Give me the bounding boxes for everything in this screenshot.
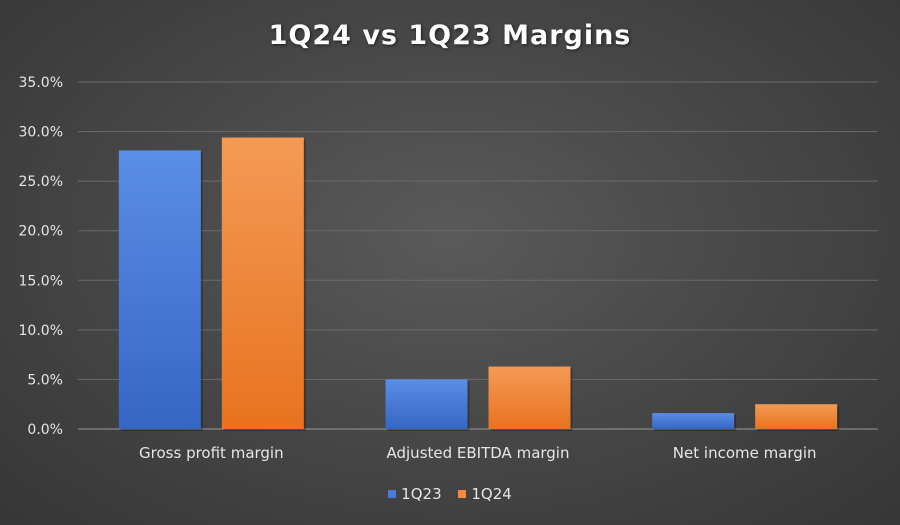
y-tick-label: 30.0% <box>19 125 63 141</box>
bar-1q23-3 <box>652 413 735 429</box>
x-tick-label: Gross profit margin <box>139 444 284 462</box>
x-tick-label: Adjusted EBITDA margin <box>387 444 570 462</box>
legend: 1Q23 1Q24 <box>0 485 900 503</box>
y-tick-label: 5.0% <box>27 372 63 388</box>
y-tick-label: 20.0% <box>19 224 63 240</box>
y-tick-label: 35.0% <box>19 75 63 91</box>
bar-1q24-1 <box>221 137 304 429</box>
y-tick-label: 10.0% <box>19 323 63 339</box>
bar-1q23-2 <box>385 379 468 429</box>
chart-title: 1Q24 vs 1Q23 Margins <box>268 20 632 51</box>
y-tick-label: 15.0% <box>19 273 63 289</box>
bar-1q24-2 <box>488 366 571 429</box>
legend-item-1q23: 1Q23 <box>388 485 442 503</box>
legend-label-1q23: 1Q23 <box>401 485 442 503</box>
y-tick-label: 0.0% <box>27 422 63 438</box>
legend-label-1q24: 1Q24 <box>471 485 512 503</box>
legend-swatch-1q24 <box>458 490 467 498</box>
bar-1q23-1 <box>118 150 201 429</box>
x-tick-label: Net income margin <box>673 444 817 462</box>
legend-swatch-1q23 <box>388 490 397 498</box>
y-tick-label: 25.0% <box>19 174 63 190</box>
bar-1q24-3 <box>755 404 838 429</box>
legend-item-1q24: 1Q24 <box>458 485 512 503</box>
